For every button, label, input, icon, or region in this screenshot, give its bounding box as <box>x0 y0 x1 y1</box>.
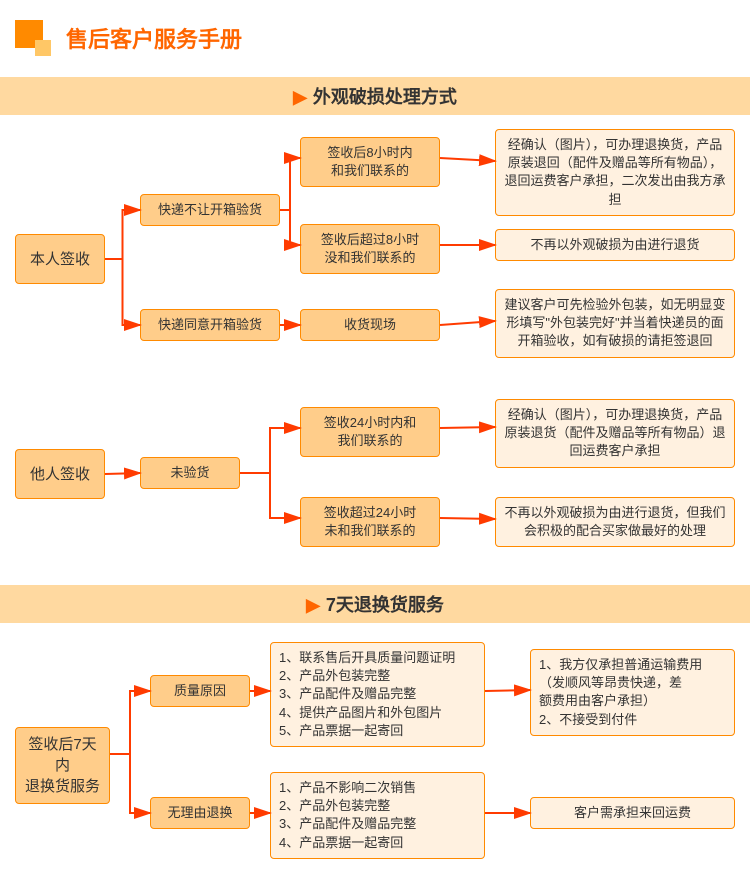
flow-node-a1: 签收后8小时内和我们联系的 <box>300 137 440 187</box>
page-header: 售后客户服务手册 <box>0 0 750 71</box>
flow-node-ql: 1、联系售后开具质量问题证明2、产品外包装完整3、产品配件及赠品完整4、提供产品… <box>270 642 485 747</box>
flow-node-nl: 1、产品不影响二次销售2、产品外包装完整3、产品配件及赠品完整4、产品票据一起寄… <box>270 772 485 859</box>
section1-title-bar: ▶外观破损处理方式 <box>0 77 750 115</box>
triangle-icon: ▶ <box>306 595 320 615</box>
page-title: 售后客户服务手册 <box>66 22 242 54</box>
flow-node-a2: 签收后超过8小时没和我们联系的 <box>300 224 440 274</box>
flow-node-root: 签收后7天内退换货服务 <box>15 727 110 804</box>
flow-node-c2r: 不再以外观破损为由进行退货，但我们会积极的配合买家做最好的处理 <box>495 497 735 547</box>
flow-node-root1: 本人签收 <box>15 234 105 284</box>
flowchart-section1: 本人签收快递不让开箱验货签收后8小时内和我们联系的经确认（图片），可办理退换货，… <box>0 129 750 579</box>
flow-node-c1r: 经确认（图片），可办理退换货，产品原装退货（配件及赠品等所有物品）退回运费客户承… <box>495 399 735 468</box>
flow-node-b1: 收货现场 <box>300 309 440 341</box>
section2-title-bar: ▶7天退换货服务 <box>0 585 750 623</box>
flow-node-q: 质量原因 <box>150 675 250 707</box>
flow-node-qr: 1、我方仅承担普通运输费用 （发顺风等昂贵快递，差 额费用由客户承担）2、不接受… <box>530 649 735 736</box>
flow-node-root2: 他人签收 <box>15 449 105 499</box>
flowchart-section2: 签收后7天内退换货服务 质量原因 1、联系售后开具质量问题证明2、产品外包装完整3、… <box>0 637 750 867</box>
triangle-icon: ▶ <box>293 87 307 107</box>
flow-node-c: 未验货 <box>140 457 240 489</box>
flow-node-c1: 签收24小时内和我们联系的 <box>300 407 440 457</box>
flow-node-a1r: 经确认（图片），可办理退换货，产品原装退回（配件及赠品等所有物品），退回运费客户… <box>495 129 735 216</box>
flow-node-b1r: 建议客户可先检验外包装，如无明显变形填写"外包装完好"并当着快递员的面开箱验收，… <box>495 289 735 358</box>
flow-node-n: 无理由退换 <box>150 797 250 829</box>
flow-node-a2r: 不再以外观破损为由进行退货 <box>495 229 735 261</box>
flow-node-a: 快递不让开箱验货 <box>140 194 280 226</box>
flow-node-nr: 客户需承担来回运费 <box>530 797 735 829</box>
logo-icon <box>15 20 51 56</box>
flow-node-b: 快递同意开箱验货 <box>140 309 280 341</box>
flow-node-c2: 签收超过24小时未和我们联系的 <box>300 497 440 547</box>
